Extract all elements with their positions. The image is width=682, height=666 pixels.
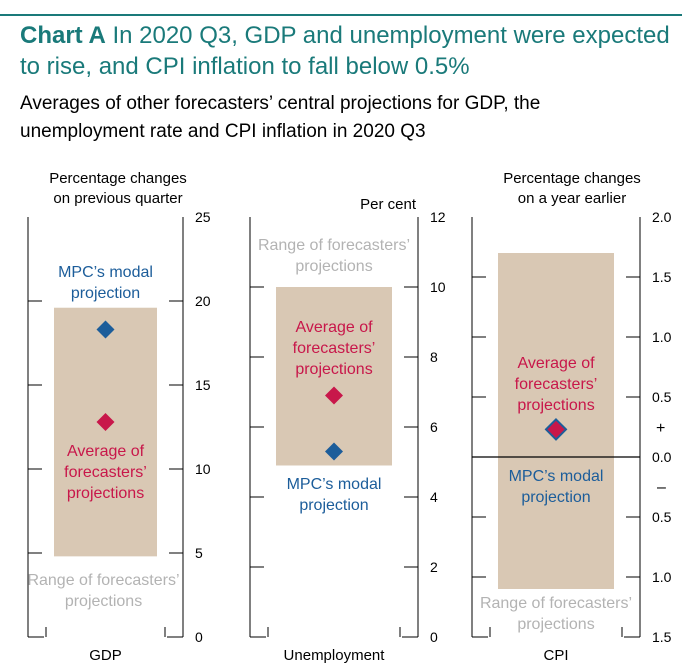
- modal-projection-label: projection: [71, 285, 140, 302]
- chart-title-lead: Chart A: [20, 22, 106, 49]
- average-projection-label: projections: [295, 361, 372, 378]
- modal-projection-label: projection: [299, 497, 368, 514]
- tick-label: 0.0: [652, 449, 672, 465]
- axis-label-line: on previous quarter: [53, 190, 182, 207]
- modal-projection-label: MPC’s modal: [58, 264, 153, 281]
- range-label: projections: [65, 593, 142, 610]
- tick-label: 20: [195, 293, 211, 309]
- tick-label: 6: [430, 419, 438, 435]
- tick-label: 0.5: [652, 389, 672, 405]
- modal-projection-marker: [325, 442, 343, 461]
- chart-subtitle: Averages of other forecasters’ central p…: [20, 93, 541, 142]
- average-projection-marker: [325, 386, 343, 405]
- range-bar: [276, 287, 392, 466]
- average-projection-label: projections: [67, 485, 144, 502]
- chart-title-text: In 2020 Q3, GDP and unemployment were ex…: [20, 22, 670, 80]
- average-projection-label: forecasters’: [515, 376, 598, 393]
- modal-projection-label: MPC’s modal: [509, 468, 604, 485]
- tick-label: 1.0: [652, 329, 672, 345]
- category-label: GDP: [89, 647, 122, 664]
- modal-projection-label: MPC’s modal: [287, 476, 382, 493]
- tick-label: 2.0: [652, 209, 672, 225]
- tick-label: 8: [430, 349, 438, 365]
- modal-projection-marker: [96, 320, 115, 339]
- axis-label-line: Percentage changes: [503, 170, 641, 187]
- average-projection-label: forecasters’: [64, 464, 147, 481]
- tick-label: 1.5: [652, 629, 672, 645]
- minus-sign: –: [657, 479, 666, 496]
- range-bar: [54, 307, 157, 557]
- tick-label: 15: [195, 377, 211, 393]
- tick-label: 1.0: [652, 569, 672, 585]
- average-projection-label: Average of: [67, 443, 145, 460]
- tick-label: 0: [430, 629, 438, 645]
- average-projection-marker: [96, 412, 115, 431]
- title-rule: [0, 14, 682, 16]
- average-projection-label: forecasters’: [293, 340, 376, 357]
- axis-label: Per cent: [360, 196, 417, 213]
- tick-label: 2: [430, 559, 438, 575]
- tick-label: 1.5: [652, 269, 672, 285]
- range-label: Range of forecasters’: [258, 237, 410, 254]
- average-projection-label: Average of: [517, 355, 595, 372]
- tick-label: 10: [430, 279, 446, 295]
- tick-label: 4: [430, 489, 438, 505]
- axis-label-line: on a year earlier: [518, 190, 626, 207]
- chart-title: Chart A In 2020 Q3, GDP and unemployment…: [20, 20, 670, 82]
- category-label: CPI: [543, 647, 568, 664]
- modal-projection-label: projection: [521, 489, 590, 506]
- tick-label: 0.5: [652, 509, 672, 525]
- plus-sign: +: [656, 420, 665, 437]
- average-projection-label: projections: [517, 397, 594, 414]
- category-label: Unemployment: [284, 647, 386, 664]
- axis-label-line: Percentage changes: [49, 170, 187, 187]
- modal-projection-marker: [544, 417, 568, 441]
- tick-label: 0: [195, 629, 203, 645]
- tick-label: 5: [195, 545, 203, 561]
- tick-label: 10: [195, 461, 211, 477]
- range-label: projections: [295, 258, 372, 275]
- tick-label: 25: [195, 209, 211, 225]
- range-label: Range of forecasters’: [27, 572, 179, 589]
- tick-label: 12: [430, 209, 446, 225]
- range-label: Range of forecasters’: [480, 595, 632, 612]
- range-label: projections: [517, 616, 594, 633]
- average-projection-label: Average of: [295, 319, 373, 336]
